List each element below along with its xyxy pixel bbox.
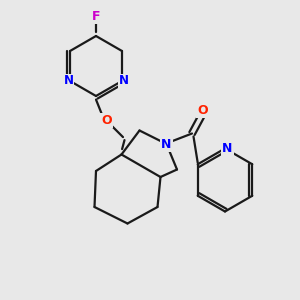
Text: N: N xyxy=(118,74,128,88)
Text: N: N xyxy=(161,137,172,151)
Text: F: F xyxy=(92,10,100,23)
Text: O: O xyxy=(101,114,112,127)
Text: O: O xyxy=(197,104,208,117)
Text: N: N xyxy=(222,142,233,155)
Text: N: N xyxy=(64,74,74,88)
